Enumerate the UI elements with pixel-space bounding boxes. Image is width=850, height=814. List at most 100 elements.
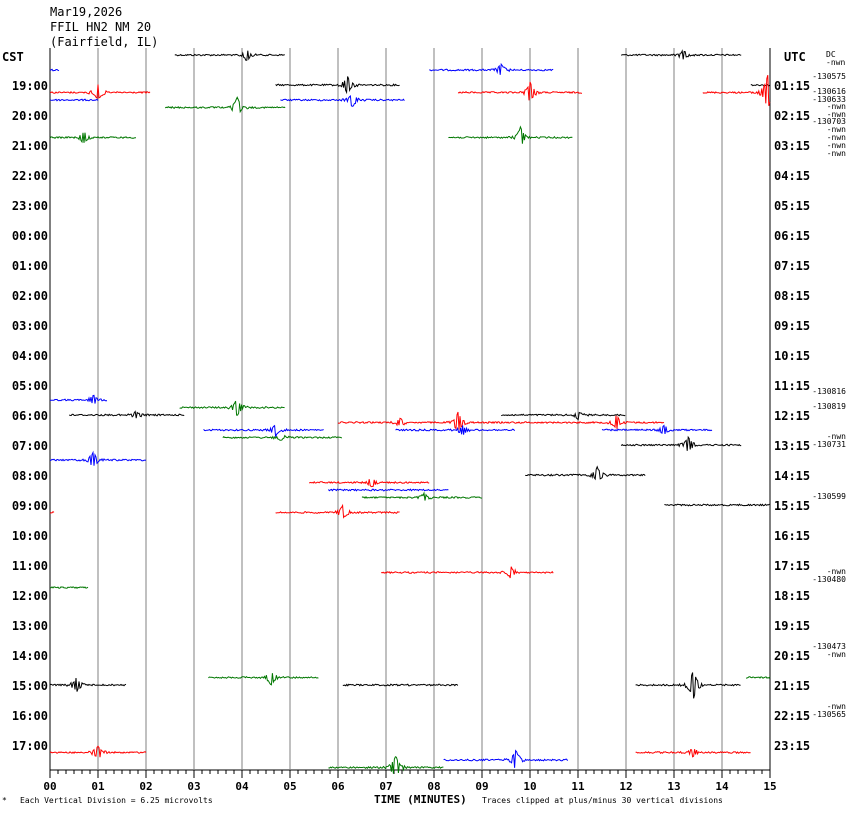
right-time-label: 10:15 bbox=[774, 349, 810, 363]
left-time-label: 12:00 bbox=[12, 589, 48, 603]
seismic-trace bbox=[69, 410, 185, 419]
x-tick-label: 07 bbox=[379, 780, 392, 793]
left-time-label: 06:00 bbox=[12, 409, 48, 423]
seismic-trace bbox=[620, 49, 742, 60]
x-tick-label: 05 bbox=[283, 780, 296, 793]
right-time-label: 04:15 bbox=[774, 169, 810, 183]
footer-marker: * bbox=[2, 796, 7, 805]
seismic-trace bbox=[457, 81, 583, 101]
seismic-trace bbox=[49, 98, 99, 102]
x-tick-label: 09 bbox=[475, 780, 488, 793]
x-tick-label: 11 bbox=[571, 780, 585, 793]
x-tick-label: 15 bbox=[763, 780, 776, 793]
left-time-label: 19:00 bbox=[12, 79, 48, 93]
left-time-label: 22:00 bbox=[12, 169, 48, 183]
right-time-label: 12:15 bbox=[774, 409, 810, 423]
dc-level-label: -130633 bbox=[812, 95, 846, 104]
dc-level-label: -130473 bbox=[812, 642, 846, 651]
seismic-trace bbox=[203, 424, 324, 437]
right-time-label: 23:15 bbox=[774, 739, 810, 753]
dc-level-label: -nwn bbox=[827, 650, 846, 659]
seismic-trace bbox=[395, 425, 516, 435]
dc-header-label: DC bbox=[826, 50, 836, 59]
plot-grid bbox=[49, 48, 771, 778]
left-time-label: 07:00 bbox=[12, 439, 48, 453]
seismic-trace bbox=[429, 62, 554, 75]
left-time-label: 00:00 bbox=[12, 229, 48, 243]
seismic-trace bbox=[49, 394, 108, 404]
seismic-trace bbox=[275, 503, 400, 519]
right-time-label: 07:15 bbox=[774, 259, 810, 273]
right-time-label: 18:15 bbox=[774, 589, 810, 603]
x-tick-label: 01 bbox=[91, 780, 105, 793]
right-time-label: 11:15 bbox=[774, 379, 810, 393]
left-time-label: 15:00 bbox=[12, 679, 48, 693]
x-tick-label: 02 bbox=[139, 780, 152, 793]
x-axis-title: TIME (MINUTES) bbox=[374, 793, 467, 806]
right-time-label: 01:15 bbox=[774, 79, 810, 93]
dc-level-label: -130731 bbox=[812, 440, 846, 449]
right-time-label: 03:15 bbox=[774, 139, 810, 153]
seismic-trace bbox=[275, 76, 400, 95]
right-time-label: 16:15 bbox=[774, 529, 810, 543]
x-tick-label: 04 bbox=[235, 780, 249, 793]
dc-level-label: -nwn bbox=[827, 149, 846, 158]
seismic-trace bbox=[49, 511, 55, 514]
dc-level-label: -nwn bbox=[827, 702, 846, 711]
seismic-trace bbox=[308, 479, 430, 488]
left-time-label: 03:00 bbox=[12, 319, 48, 333]
seismic-trace bbox=[49, 745, 147, 758]
dc-level-label: -nwn bbox=[827, 141, 846, 150]
seismic-trace bbox=[525, 465, 646, 481]
seismic-trace bbox=[49, 450, 147, 466]
dc-level-label: -nwn bbox=[827, 125, 846, 134]
seismic-trace bbox=[222, 434, 343, 441]
right-time-label: 08:15 bbox=[774, 289, 810, 303]
seismic-trace bbox=[208, 673, 319, 686]
left-time-label: 13:00 bbox=[12, 619, 48, 633]
seismic-trace bbox=[620, 435, 742, 451]
seismic-trace bbox=[337, 411, 665, 430]
seismic-trace bbox=[702, 74, 771, 106]
station-location: (Fairfield, IL) bbox=[50, 35, 159, 49]
x-tick-label: 14 bbox=[715, 780, 729, 793]
x-tick-label: 10 bbox=[523, 780, 536, 793]
dc-level-label: -130703 bbox=[812, 117, 846, 126]
seismic-trace bbox=[745, 676, 771, 679]
right-time-label: 13:15 bbox=[774, 439, 810, 453]
clip-note: Traces clipped at plus/minus 30 vertical… bbox=[482, 796, 723, 805]
seismic-trace bbox=[49, 677, 127, 692]
dc-level-label: -130616 bbox=[812, 87, 846, 96]
dc-level-label: -130565 bbox=[812, 710, 846, 719]
x-tick-label: 08 bbox=[427, 780, 440, 793]
seismic-trace bbox=[381, 566, 554, 579]
left-time-label: 08:00 bbox=[12, 469, 48, 483]
x-tick-label: 12 bbox=[619, 780, 632, 793]
dc-level-label: -nwn bbox=[827, 432, 846, 441]
left-time-label: 10:00 bbox=[12, 529, 48, 543]
left-time-label: 05:00 bbox=[12, 379, 48, 393]
label-layer: 00 01 02 03 04 05 06 07 08 09 10 11 12 13 14 15 19:00 20:… bbox=[12, 72, 846, 793]
right-time-label: 05:15 bbox=[774, 199, 810, 213]
right-timezone-label: UTC bbox=[784, 50, 806, 64]
x-tick-label: 13 bbox=[667, 780, 680, 793]
left-time-label: 20:00 bbox=[12, 109, 48, 123]
seismic-trace bbox=[49, 68, 60, 72]
trace-layer bbox=[49, 49, 771, 774]
seismic-trace bbox=[49, 586, 89, 590]
right-time-label: 14:15 bbox=[774, 469, 810, 483]
right-time-label: 17:15 bbox=[774, 559, 810, 573]
left-time-label: 23:00 bbox=[12, 199, 48, 213]
left-timezone-label: CST bbox=[2, 50, 24, 64]
seismic-trace bbox=[280, 94, 405, 107]
right-time-label: 06:15 bbox=[774, 229, 810, 243]
seismic-trace bbox=[361, 491, 483, 501]
dc-header-nwn: -nwn bbox=[826, 58, 846, 67]
dc-level-label: -130599 bbox=[812, 492, 846, 501]
right-time-label: 09:15 bbox=[774, 319, 810, 333]
seismic-trace bbox=[664, 503, 770, 507]
right-time-label: 22:15 bbox=[774, 709, 810, 723]
right-time-label: 21:15 bbox=[774, 679, 810, 693]
right-time-label: 19:15 bbox=[774, 619, 810, 633]
station-name: FFIL HN2 NM 20 bbox=[50, 20, 152, 34]
